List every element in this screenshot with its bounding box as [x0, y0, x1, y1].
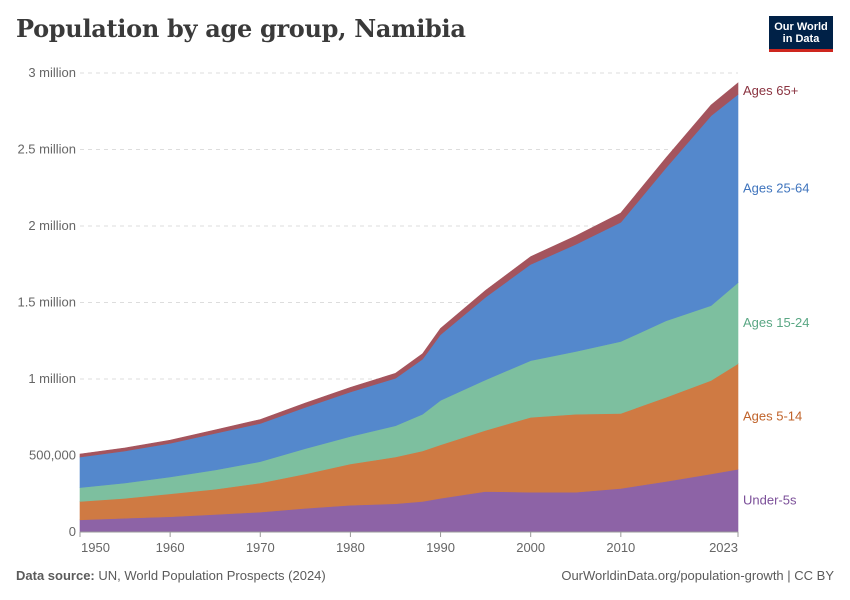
series-labels: Under-5s Ages 5-14 Ages 15-24 Ages 25-64 Age…: [743, 83, 810, 508]
logo-line-1: Our World: [774, 21, 828, 33]
data-source: Data source: UN, World Population Prospe…: [16, 568, 326, 583]
series-label-ages-25-64: Ages 25-64: [743, 181, 810, 196]
series-label-ages-65: Ages 65+: [743, 83, 798, 98]
x-tick-label-7: 2023: [709, 540, 738, 555]
y-tick-label-3: 1.5 million: [17, 295, 76, 310]
owid-logo[interactable]: Our World in Data: [769, 16, 833, 52]
data-source-label: Data source:: [16, 568, 95, 583]
source-link[interactable]: OurWorldinData.org/population-growth | C…: [561, 568, 834, 583]
x-tick-label-0: 1950: [81, 540, 110, 555]
x-tick-label-1: 1960: [156, 540, 185, 555]
series-label-ages-5-14: Ages 5-14: [743, 408, 802, 423]
x-tick-label-4: 1990: [426, 540, 455, 555]
y-tick-label-2: 1 million: [28, 371, 76, 386]
axes: 0 500,000 1 million 1.5 million 2 million 2.5…: [17, 65, 739, 555]
y-tick-label-5: 2.5 million: [17, 142, 76, 157]
x-tick-label-2: 1970: [246, 540, 275, 555]
stacked-area-chart[interactable]: 0 500,000 1 million 1.5 million 2 million 2.5…: [0, 0, 850, 560]
y-tick-label-6: 3 million: [28, 65, 76, 80]
x-tick-label-6: 2010: [606, 540, 635, 555]
chart-title: Population by age group, Namibia: [16, 14, 466, 43]
x-tick-label-3: 1980: [336, 540, 365, 555]
y-tick-label-0: 0: [69, 524, 76, 539]
y-tick-label-4: 2 million: [28, 218, 76, 233]
series-label-ages-15-24: Ages 15-24: [743, 315, 810, 330]
logo-line-2: in Data: [782, 33, 820, 45]
series-label-under-5s: Under-5s: [743, 493, 797, 508]
area-series[interactable]: [79, 82, 739, 533]
x-tick-label-5: 2000: [516, 540, 545, 555]
y-tick-label-1: 500,000: [29, 448, 76, 463]
area-ages-65[interactable]: [79, 82, 739, 458]
data-source-text: UN, World Population Prospects (2024): [98, 568, 326, 583]
